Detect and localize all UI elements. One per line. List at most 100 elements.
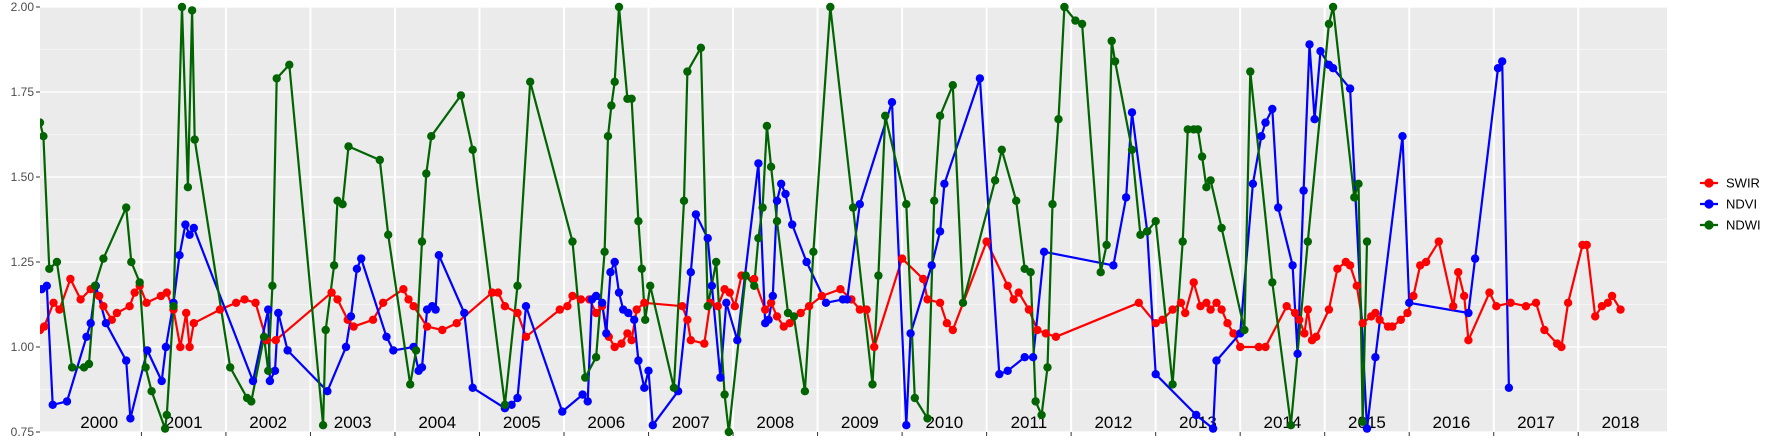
point-swir: [617, 339, 626, 348]
point-ndvi: [630, 315, 639, 324]
point-ndwi: [1151, 217, 1160, 226]
point-ndwi: [948, 81, 957, 90]
point-swir: [521, 332, 531, 341]
point-ndwi: [456, 91, 466, 100]
point-swir: [1521, 302, 1531, 311]
y-tick-label: 1.25: [11, 255, 35, 269]
point-ndvi: [417, 363, 427, 372]
point-ndwi: [1193, 125, 1203, 134]
point-swir: [1206, 305, 1215, 314]
point-swir: [591, 308, 601, 318]
point-ndvi: [716, 373, 725, 382]
point-ndwi: [1168, 380, 1177, 389]
point-swir: [452, 319, 461, 328]
point-ndwi: [1071, 16, 1080, 25]
point-ndvi: [703, 234, 712, 243]
point-ndvi: [1127, 108, 1137, 117]
point-ndvi: [521, 302, 531, 311]
point-ndwi: [259, 332, 269, 341]
point-ndwi: [411, 346, 421, 355]
point-ndvi: [1305, 40, 1314, 49]
point-swir: [870, 342, 879, 352]
point-swir: [422, 322, 432, 331]
point-ndvi: [648, 421, 657, 430]
point-swir: [182, 308, 191, 318]
year-label: 2006: [587, 413, 625, 432]
point-swir: [640, 298, 649, 307]
point-swir: [1181, 308, 1190, 318]
point-ndwi: [1054, 115, 1063, 124]
point-ndwi: [800, 387, 810, 396]
point-ndvi: [357, 254, 366, 263]
point-ndvi: [606, 268, 615, 277]
point-swir: [1616, 305, 1625, 314]
point-ndvi: [122, 356, 131, 365]
point-swir: [1540, 325, 1549, 335]
point-ndvi: [86, 319, 95, 328]
point-ndvi: [1464, 308, 1473, 318]
y-tick-label: 1.75: [11, 85, 35, 99]
point-ndvi: [722, 298, 731, 307]
point-ndvi: [597, 298, 607, 307]
point-swir: [1158, 315, 1167, 324]
point-swir: [1607, 291, 1617, 301]
point-swir: [40, 322, 49, 331]
point-swir: [488, 288, 497, 297]
point-ndwi: [52, 257, 62, 267]
point-swir: [66, 274, 75, 284]
point-ndvi: [507, 400, 516, 409]
point-swir: [130, 288, 139, 297]
point-ndvi: [101, 319, 111, 328]
point-swir: [785, 319, 794, 328]
point-ndvi: [927, 261, 936, 270]
point-swir: [1352, 281, 1362, 290]
point-ndwi: [135, 278, 144, 287]
point-swir: [772, 312, 782, 321]
point-swir: [1345, 261, 1355, 270]
point-ndwi: [1178, 237, 1187, 246]
point-ndvi: [821, 298, 831, 307]
point-ndwi: [67, 363, 77, 372]
point-ndwi: [338, 200, 347, 209]
point-ndvi: [843, 295, 852, 304]
y-tick-label: 1.00: [11, 340, 35, 354]
point-ndvi: [181, 220, 190, 229]
point-ndvi: [42, 281, 51, 290]
point-swir: [1464, 336, 1473, 345]
point-ndvi: [781, 189, 790, 199]
point-ndwi: [1096, 268, 1105, 277]
point-ndwi: [1286, 421, 1296, 430]
point-ndvi: [460, 308, 469, 318]
point-ndwi: [177, 2, 187, 12]
point-ndvi: [802, 257, 811, 267]
point-swir: [1557, 342, 1566, 352]
point-ndvi: [686, 268, 695, 277]
point-ndwi: [321, 325, 330, 335]
year-label: 2000: [80, 413, 118, 432]
point-ndwi: [1110, 57, 1120, 66]
point-ndwi: [162, 410, 171, 420]
point-ndwi: [930, 196, 939, 205]
point-swir: [1492, 302, 1501, 311]
legend-label: NDVI: [1726, 197, 1757, 212]
point-ndwi: [958, 298, 968, 307]
point-swir: [1134, 298, 1144, 307]
point-ndvi: [975, 74, 985, 83]
point-swir: [730, 302, 739, 311]
point-swir: [686, 336, 695, 345]
point-swir: [1421, 257, 1431, 267]
point-ndwi: [40, 118, 45, 127]
point-ndvi: [902, 421, 911, 430]
y-axis: 0.75 1.00 1.25 1.50 1.75 2.00: [11, 0, 40, 439]
point-ndwi: [581, 373, 590, 382]
point-ndwi: [500, 400, 510, 409]
point-ndwi: [1303, 237, 1313, 246]
year-label: 2013: [1179, 413, 1217, 432]
point-ndwi: [696, 43, 706, 52]
point-swir: [1014, 288, 1023, 297]
point-ndvi: [1493, 63, 1503, 73]
point-swir: [1375, 315, 1384, 324]
point-ndvi: [624, 308, 633, 318]
year-label: 2017: [1517, 413, 1555, 432]
point-ndwi: [318, 421, 328, 430]
